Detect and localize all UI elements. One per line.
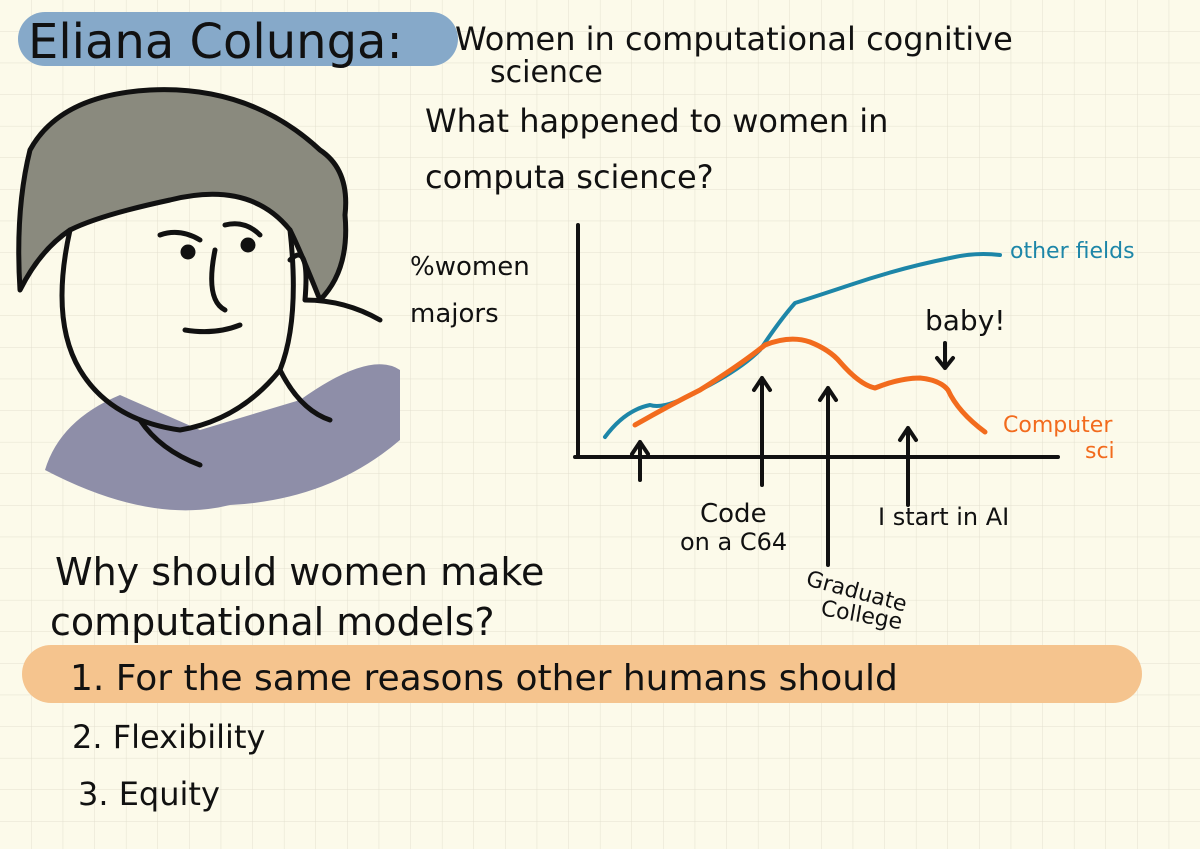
annotation: I start in AI (878, 503, 1009, 531)
series-label: Computer (1003, 413, 1113, 438)
event-arrows (630, 341, 955, 567)
series-label: sci (1085, 439, 1115, 464)
y-label: %women (410, 252, 530, 282)
axes (573, 223, 1060, 459)
series-label: other fields (1010, 239, 1135, 264)
other-fields-line (603, 252, 1002, 439)
why: computational models? (50, 600, 495, 644)
name-highlight (18, 12, 458, 66)
topic: science (490, 55, 603, 90)
reason: 2. Flexibility (72, 718, 265, 756)
question: computa science? (425, 158, 714, 196)
sketch-chart (573, 223, 1060, 567)
annotation: baby! (925, 304, 1006, 337)
reason-highlight (22, 645, 1142, 703)
reason: 1. For the same reasons other humans sho… (70, 658, 898, 699)
why: Why should women make (55, 550, 544, 594)
portrait (16, 87, 400, 511)
topic: Women in computational cognitive (455, 20, 1013, 58)
question: What happened to women in (425, 102, 888, 140)
y-label: majors (410, 299, 499, 329)
computer-sci-line (632, 336, 988, 435)
reason: 3. Equity (78, 775, 220, 813)
annotation: Code (700, 499, 767, 529)
annotation: on a C64 (680, 528, 787, 556)
speaker-name: Eliana Colunga: (28, 14, 403, 70)
